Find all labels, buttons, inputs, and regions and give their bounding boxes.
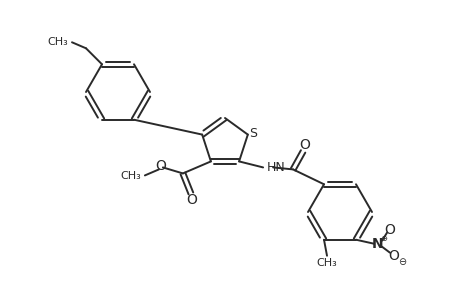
Text: CH₃: CH₃: [47, 37, 68, 47]
Text: CH₃: CH₃: [120, 171, 140, 182]
Text: CH₃: CH₃: [316, 258, 336, 268]
Text: S: S: [248, 127, 256, 140]
Text: N: N: [371, 237, 383, 251]
Text: HN: HN: [267, 161, 285, 174]
Text: O: O: [186, 194, 197, 207]
Text: ⊖: ⊖: [397, 257, 405, 267]
Text: O: O: [388, 249, 398, 263]
Text: O: O: [299, 138, 310, 152]
Text: O: O: [155, 159, 166, 173]
Text: O: O: [384, 223, 395, 237]
Text: ⊕: ⊕: [380, 234, 386, 243]
